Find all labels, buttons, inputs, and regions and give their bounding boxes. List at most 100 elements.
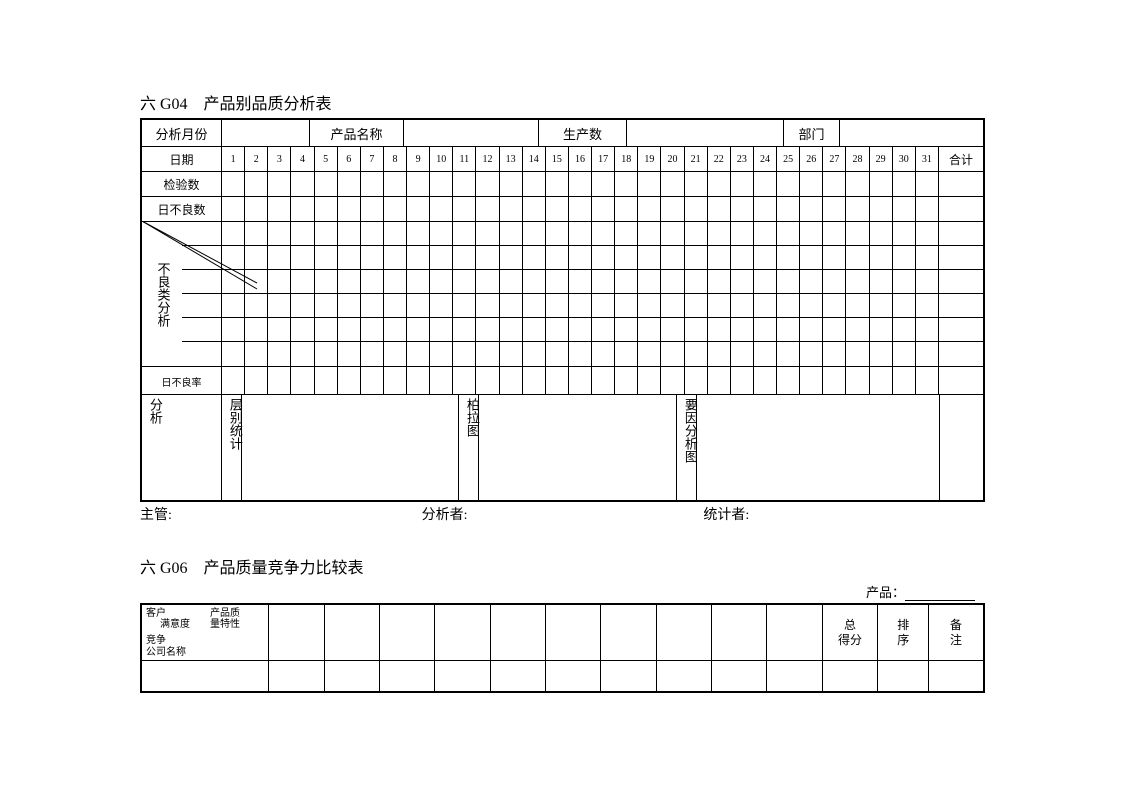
day-cell <box>685 197 708 221</box>
defect-sublabel <box>182 270 222 293</box>
day-cell <box>291 294 314 317</box>
day-cell <box>546 172 569 196</box>
day-cell <box>754 197 777 221</box>
day-cell <box>777 318 800 341</box>
day-cell <box>615 367 638 395</box>
day-cell <box>731 318 754 341</box>
day-cell <box>661 318 684 341</box>
day-cell <box>546 367 569 395</box>
day-header-cell: 24 <box>754 147 777 171</box>
day-cell <box>546 222 569 245</box>
day-cell <box>407 342 430 366</box>
day-cell <box>777 270 800 293</box>
form2-mid-cell <box>380 605 435 660</box>
pareto-area <box>479 395 677 500</box>
day-cell <box>615 270 638 293</box>
day-cell <box>384 246 407 269</box>
day-cell <box>476 197 499 221</box>
day-cell <box>268 222 291 245</box>
day-cell <box>870 246 893 269</box>
strat-label-cell: 层别统计 <box>222 395 242 500</box>
day-cell <box>361 367 384 395</box>
day-cell <box>384 318 407 341</box>
day-cell <box>638 367 661 395</box>
form2-row-label <box>142 661 269 691</box>
day-cell <box>338 246 361 269</box>
day-cell <box>800 318 823 341</box>
day-cell <box>661 270 684 293</box>
day-cell <box>638 318 661 341</box>
day-cell <box>268 342 291 366</box>
day-cell <box>546 270 569 293</box>
form1-title: 六 G04 产品别品质分析表 <box>140 90 985 114</box>
day-cell <box>592 270 615 293</box>
day-cell <box>315 318 338 341</box>
day-cell <box>846 222 869 245</box>
defect-subrow <box>182 318 983 342</box>
day-cell <box>291 172 314 196</box>
day-cell <box>592 342 615 366</box>
day-cell <box>661 222 684 245</box>
day-header-cell: 19 <box>638 147 661 171</box>
day-cell <box>546 342 569 366</box>
day-cell <box>661 172 684 196</box>
day-cell <box>453 197 476 221</box>
day-cell <box>731 270 754 293</box>
day-header-cell: 4 <box>291 147 314 171</box>
form2-mid-cell <box>712 661 767 691</box>
day-header-cell: 1 <box>222 147 245 171</box>
form2-header-row: 客户 满意度 产品质 量特性 竞争 公司名称 总得分 排序 备注 <box>142 605 983 661</box>
day-cell <box>592 367 615 395</box>
day-cell <box>800 367 823 395</box>
day-cell <box>823 197 846 221</box>
day-cell <box>361 172 384 196</box>
day-cell <box>754 367 777 395</box>
analysis-extra <box>940 395 983 500</box>
day-cell <box>846 294 869 317</box>
day-cell <box>800 294 823 317</box>
day-cell <box>708 222 731 245</box>
day-header-cell: 5 <box>315 147 338 171</box>
form2-mid-cell <box>435 661 490 691</box>
day-cell <box>893 294 916 317</box>
day-cell <box>430 342 453 366</box>
day-cell <box>500 270 523 293</box>
day-header-cell: 16 <box>569 147 592 171</box>
daily-defect-total <box>939 197 983 221</box>
form2-title: 六 G06 产品质量竞争力比较表 <box>140 554 985 578</box>
day-cell <box>291 246 314 269</box>
defect-total-cell <box>939 222 983 245</box>
day-cell <box>823 270 846 293</box>
day-cell <box>222 342 245 366</box>
day-cell <box>430 367 453 395</box>
day-cell <box>338 172 361 196</box>
day-cell <box>222 222 245 245</box>
day-cell <box>268 294 291 317</box>
dept-value <box>840 120 983 146</box>
day-cell <box>222 294 245 317</box>
day-cell <box>870 172 893 196</box>
day-cell <box>407 172 430 196</box>
defect-sublabel <box>182 222 222 245</box>
day-cell <box>453 172 476 196</box>
inspect-row: 检验数 <box>142 172 983 197</box>
day-cell <box>823 318 846 341</box>
defect-analysis-block: 不良类分析 <box>142 222 983 367</box>
day-cell <box>546 197 569 221</box>
day-cell <box>823 367 846 395</box>
day-cell <box>708 197 731 221</box>
day-cell <box>916 367 939 395</box>
day-cell <box>638 222 661 245</box>
day-cell <box>430 294 453 317</box>
day-cell <box>823 342 846 366</box>
day-cell <box>384 172 407 196</box>
day-cell <box>685 367 708 395</box>
day-cell <box>384 367 407 395</box>
day-cell <box>268 197 291 221</box>
day-header-cell: 15 <box>546 147 569 171</box>
day-cell <box>916 246 939 269</box>
defect-sublabel <box>182 246 222 269</box>
day-cell <box>523 367 546 395</box>
day-cell <box>291 342 314 366</box>
day-cell <box>846 246 869 269</box>
